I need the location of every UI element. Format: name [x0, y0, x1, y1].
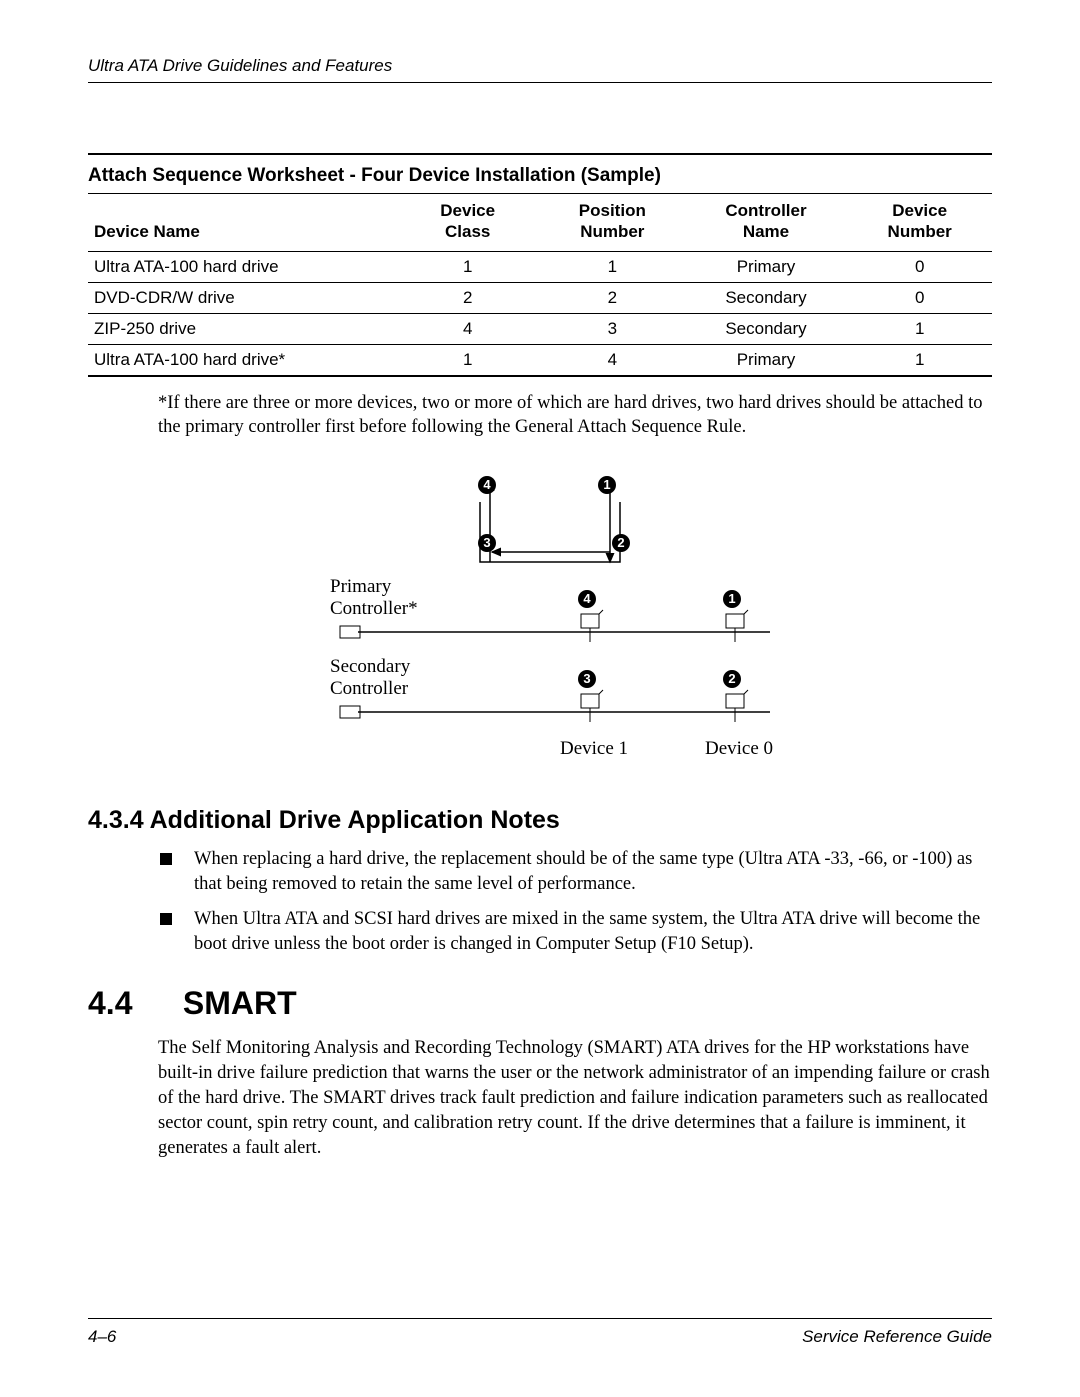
controller-diagram: 4 1 3 2 PrimaryController* SecondaryControlle… [260, 462, 820, 782]
table-cell: Ultra ATA-100 hard drive* [88, 344, 395, 375]
table-cell: 2 [540, 282, 685, 313]
svg-text:Device 0: Device 0 [705, 738, 773, 759]
table-cell: Secondary [685, 313, 848, 344]
list-item: When replacing a hard drive, the replace… [160, 847, 992, 897]
table-cell: ZIP-250 drive [88, 313, 395, 344]
svg-text:1: 1 [603, 477, 610, 492]
svg-text:Secondary: Secondary [330, 656, 411, 677]
table-cell: 1 [395, 344, 540, 375]
table-title: Attach Sequence Worksheet - Four Device … [88, 155, 992, 194]
footer-guide-title: Service Reference Guide [802, 1327, 992, 1347]
table-cell: Ultra ATA-100 hard drive [88, 251, 395, 282]
section-44-heading: 4.4 SMART [88, 985, 992, 1022]
table-row: ZIP-250 drive43Secondary1 [88, 313, 992, 344]
table-cell: 1 [847, 344, 992, 375]
table-column-header: DeviceNumber [847, 194, 992, 251]
table-footnote: *If there are three or more devices, two… [158, 391, 992, 441]
svg-text:2: 2 [617, 535, 624, 550]
table-row: Ultra ATA-100 hard drive*14Primary1 [88, 344, 992, 375]
table-cell: 1 [847, 313, 992, 344]
svg-text:Device 1: Device 1 [560, 738, 628, 759]
table-column-header: DeviceClass [395, 194, 540, 251]
table-column-header: PositionNumber [540, 194, 685, 251]
svg-text:Controller*: Controller* [330, 598, 418, 619]
table-body: Ultra ATA-100 hard drive11Primary0DVD-CD… [88, 251, 992, 375]
table-cell: DVD-CDR/W drive [88, 282, 395, 313]
table-header-row: Device NameDeviceClassPositionNumberCont… [88, 194, 992, 251]
table-cell: Primary [685, 251, 848, 282]
running-header: Ultra ATA Drive Guidelines and Features [88, 56, 992, 83]
worksheet-table-block: Attach Sequence Worksheet - Four Device … [88, 153, 992, 377]
table-column-header: ControllerName [685, 194, 848, 251]
list-item: When Ultra ATA and SCSI hard drives are … [160, 907, 992, 957]
svg-text:3: 3 [483, 535, 490, 550]
table-cell: 4 [540, 344, 685, 375]
section-434-heading: 4.3.4 Additional Drive Application Notes [88, 806, 992, 835]
section-44-title: SMART [183, 985, 297, 1021]
table-cell: 3 [540, 313, 685, 344]
table-column-header: Device Name [88, 194, 395, 251]
footer-page-number: 4–6 [88, 1327, 116, 1347]
running-header-text: Ultra ATA Drive Guidelines and Features [88, 56, 392, 75]
section-44-body: The Self Monitoring Analysis and Recordi… [158, 1036, 992, 1161]
table-cell: Primary [685, 344, 848, 375]
page-footer: 4–6 Service Reference Guide [88, 1318, 992, 1347]
table-cell: 0 [847, 251, 992, 282]
table-cell: 4 [395, 313, 540, 344]
worksheet-table: Device NameDeviceClassPositionNumberCont… [88, 194, 992, 375]
svg-text:1: 1 [728, 591, 735, 606]
svg-text:Primary: Primary [330, 576, 392, 597]
table-cell: 0 [847, 282, 992, 313]
table-row: Ultra ATA-100 hard drive11Primary0 [88, 251, 992, 282]
table-cell: 1 [395, 251, 540, 282]
svg-text:Controller: Controller [330, 678, 409, 699]
table-row: DVD-CDR/W drive22Secondary0 [88, 282, 992, 313]
svg-text:4: 4 [483, 477, 491, 492]
svg-text:2: 2 [728, 671, 735, 686]
table-cell: Secondary [685, 282, 848, 313]
svg-text:4: 4 [583, 591, 591, 606]
svg-text:3: 3 [583, 671, 590, 686]
table-cell: 2 [395, 282, 540, 313]
section-44-number: 4.4 [88, 985, 174, 1022]
notes-list: When replacing a hard drive, the replace… [160, 847, 992, 957]
table-cell: 1 [540, 251, 685, 282]
